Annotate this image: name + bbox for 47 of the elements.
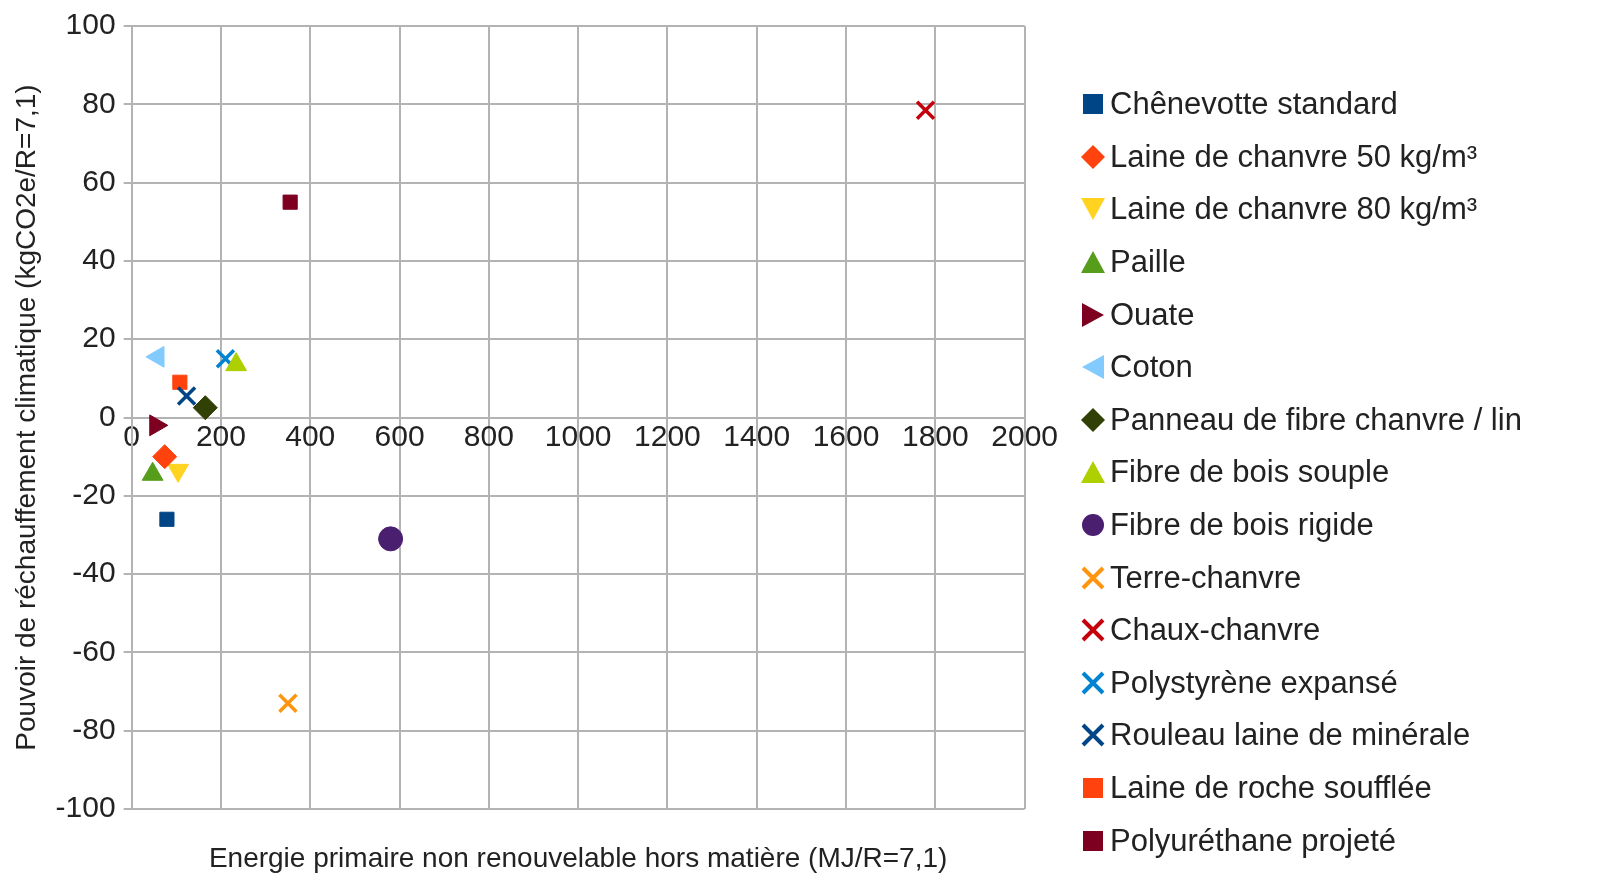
point bbox=[282, 194, 298, 210]
y-tick-label: -40 bbox=[72, 555, 116, 589]
legend-label: Laine de roche soufflée bbox=[1110, 770, 1432, 807]
x-tick-label: 600 bbox=[374, 418, 425, 452]
legend-label: Rouleau laine de minérale bbox=[1110, 717, 1471, 754]
legend-label: Coton bbox=[1110, 349, 1193, 386]
legend-label: Terre-chanvre bbox=[1110, 559, 1302, 596]
point bbox=[152, 444, 178, 470]
x-tick-label: 1400 bbox=[723, 418, 791, 452]
x-tick-label: 1200 bbox=[634, 418, 701, 452]
y-tick-label: -60 bbox=[72, 633, 116, 667]
x-tick-label: 1800 bbox=[901, 418, 969, 452]
x-tick-label: 1000 bbox=[544, 418, 612, 452]
x-tick-label: 200 bbox=[195, 418, 246, 452]
legend-label: Polyuréthane projeté bbox=[1110, 822, 1397, 859]
point bbox=[215, 348, 236, 370]
legend-label: Panneau de fibre chanvre / lin bbox=[1110, 401, 1522, 438]
x-tick-label: 1600 bbox=[812, 418, 880, 452]
legend-label: Polystyrène expansé bbox=[1110, 664, 1398, 701]
point bbox=[159, 511, 175, 527]
point bbox=[915, 99, 936, 121]
x-tick-label: 800 bbox=[463, 418, 514, 452]
point bbox=[277, 693, 299, 714]
legend-label: Laine de chanvre 80 kg/m³ bbox=[1110, 191, 1478, 228]
x-axis-title: Energie primaire non renouvelable hors matière (MJ/R=7,1) bbox=[208, 842, 948, 873]
point bbox=[378, 526, 404, 552]
y-tick-label: -80 bbox=[72, 711, 116, 745]
x-tick-label: 2000 bbox=[991, 418, 1059, 452]
y-tick-label: -20 bbox=[72, 477, 116, 511]
legend-label: Chaux-chanvre bbox=[1110, 612, 1321, 649]
y-axis-title: Pouvoir de réchauffement climatique (kgCO2e/R=7,1) bbox=[9, 84, 41, 751]
y-tick-label: 80 bbox=[82, 85, 116, 119]
legend-label: Laine de chanvre 50 kg/m³ bbox=[1110, 138, 1478, 175]
x-tick-label: 400 bbox=[285, 418, 336, 452]
legend-label: Fibre de bois souple bbox=[1110, 454, 1390, 491]
legend-label: Ouate bbox=[1110, 296, 1195, 333]
y-tick-label: -100 bbox=[55, 790, 116, 824]
legend-label: Chênevotte standard bbox=[1110, 86, 1398, 123]
point bbox=[176, 385, 197, 407]
y-tick-label: 40 bbox=[82, 242, 116, 276]
legend-label: Fibre de bois rigide bbox=[1110, 507, 1374, 544]
legend-label: Paille bbox=[1110, 244, 1186, 281]
point bbox=[192, 395, 218, 421]
y-tick-label: 100 bbox=[65, 7, 116, 41]
y-tick-label: 60 bbox=[82, 163, 116, 197]
point bbox=[172, 374, 188, 390]
y-tick-label: 20 bbox=[82, 320, 116, 354]
